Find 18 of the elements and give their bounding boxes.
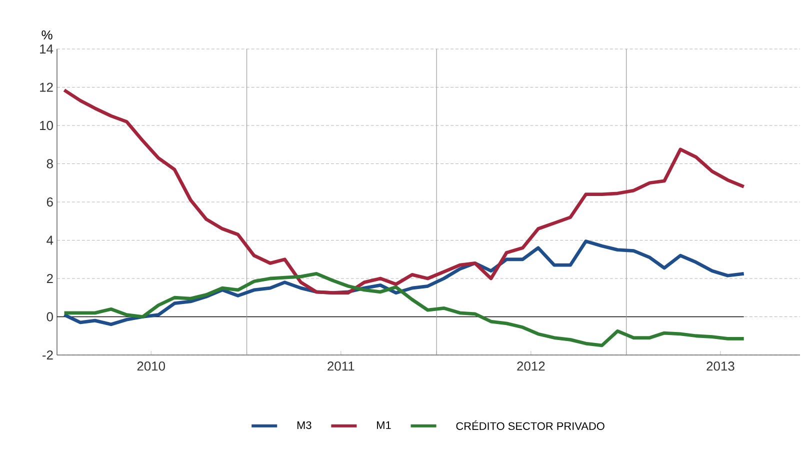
x-tick-label: 2013	[706, 362, 734, 371]
y-tick-label: 4	[46, 236, 54, 245]
x-tick-label: 2010	[137, 362, 166, 371]
y-tick-label: 0	[46, 312, 53, 322]
legend-label: M3	[297, 421, 312, 430]
y-tick-label: 12	[40, 82, 53, 92]
y-tick-label: -2	[42, 350, 53, 360]
legend-label: M1	[377, 421, 391, 429]
x-tick-label: 2011	[328, 362, 354, 371]
y-tick-label: 2	[46, 274, 53, 284]
legend-label: CRÉDITO SECTOR PRIVADO	[456, 420, 604, 430]
line-series	[62, 88, 746, 295]
y-axis-title: %	[42, 30, 52, 40]
y-tick-label: 14	[40, 44, 54, 54]
y-tick-label: 6	[46, 197, 53, 207]
x-tick-label: 2012	[517, 362, 545, 371]
y-tick-label: 8	[46, 159, 53, 168]
y-tick-label: 10	[40, 120, 53, 130]
